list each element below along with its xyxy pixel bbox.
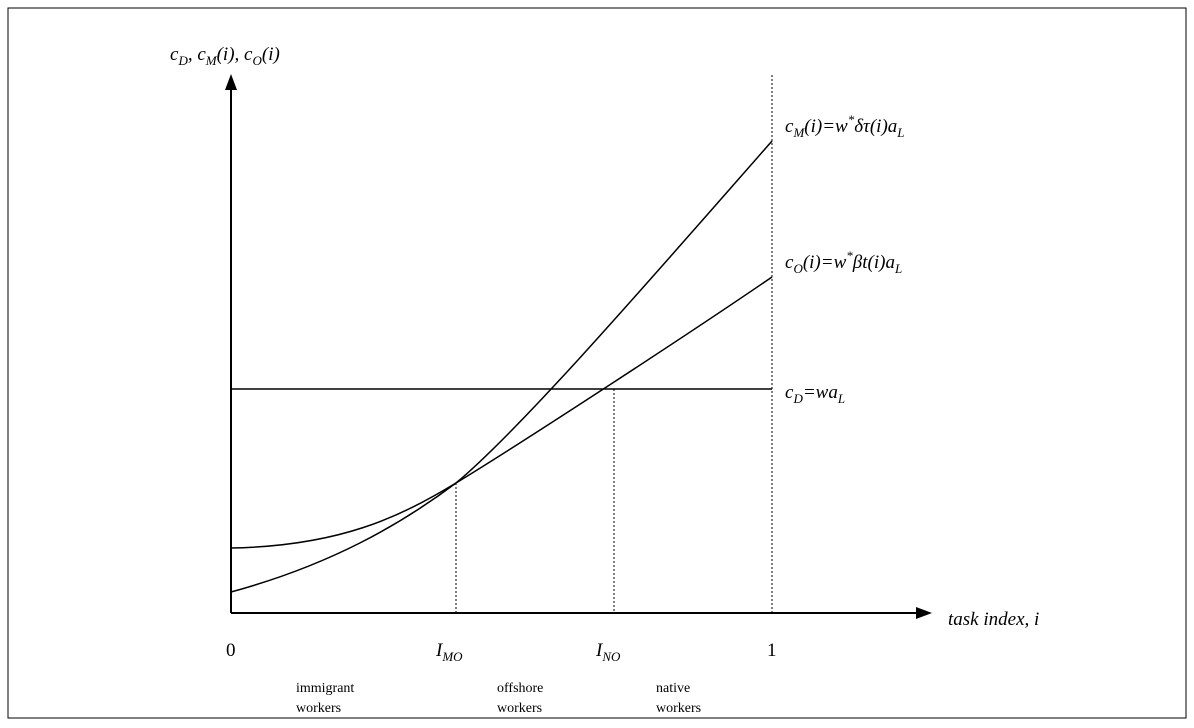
- text-run: L: [837, 391, 845, 406]
- text-run: L: [894, 261, 902, 276]
- region-label: workers: [296, 701, 341, 716]
- region-label: immigrant: [296, 681, 354, 696]
- y-axis-label: cD, cM(i), cO(i): [170, 44, 280, 68]
- text-run: O: [252, 53, 262, 68]
- text-run: M: [792, 125, 805, 140]
- x-axis-label: task index, i: [948, 609, 1039, 630]
- text-run: L: [896, 125, 904, 140]
- tick-label: IMO: [435, 640, 463, 664]
- curve-co: [230, 276, 773, 549]
- text-run: M: [205, 53, 218, 68]
- tick-label: 1: [767, 640, 777, 661]
- label-co: cO(i)=w*βt(i)aL: [785, 248, 902, 276]
- x-arrow: [916, 607, 932, 619]
- text-run: (i), c: [217, 44, 253, 65]
- label-cd: cD=waL: [785, 382, 845, 406]
- text-run: c: [785, 382, 794, 403]
- region-label: workers: [656, 701, 701, 716]
- y-arrow: [225, 74, 237, 90]
- text-run: (i): [262, 44, 280, 65]
- text-run: D: [177, 53, 188, 68]
- text-run: c: [785, 116, 794, 137]
- text-run: O: [793, 261, 803, 276]
- text-run: c: [170, 44, 179, 65]
- tick-label: INO: [595, 640, 621, 664]
- text-run: NO: [601, 649, 621, 664]
- text-run: (i)=w: [804, 116, 848, 137]
- text-run: βt(i)a: [852, 252, 895, 273]
- curve-cm: [230, 140, 773, 593]
- text-run: I: [435, 640, 444, 661]
- region-label: native: [656, 681, 690, 696]
- frame: [7, 7, 1187, 719]
- tick-label: 0: [226, 640, 236, 661]
- text-run: I: [595, 640, 604, 661]
- label-cm: cM(i)=w*δτ(i)aL: [785, 112, 905, 140]
- text-run: c: [785, 252, 794, 273]
- text-run: *: [848, 112, 855, 127]
- text-run: (i)=w: [803, 252, 847, 273]
- text-run: *: [846, 248, 853, 263]
- text-run: D: [792, 391, 803, 406]
- text-run: MO: [441, 649, 463, 664]
- region-label: offshore: [497, 681, 543, 696]
- region-label: workers: [497, 701, 542, 716]
- text-run: δτ(i)a: [854, 116, 897, 137]
- text-run: , c: [188, 44, 207, 65]
- text-run: =wa: [803, 382, 838, 403]
